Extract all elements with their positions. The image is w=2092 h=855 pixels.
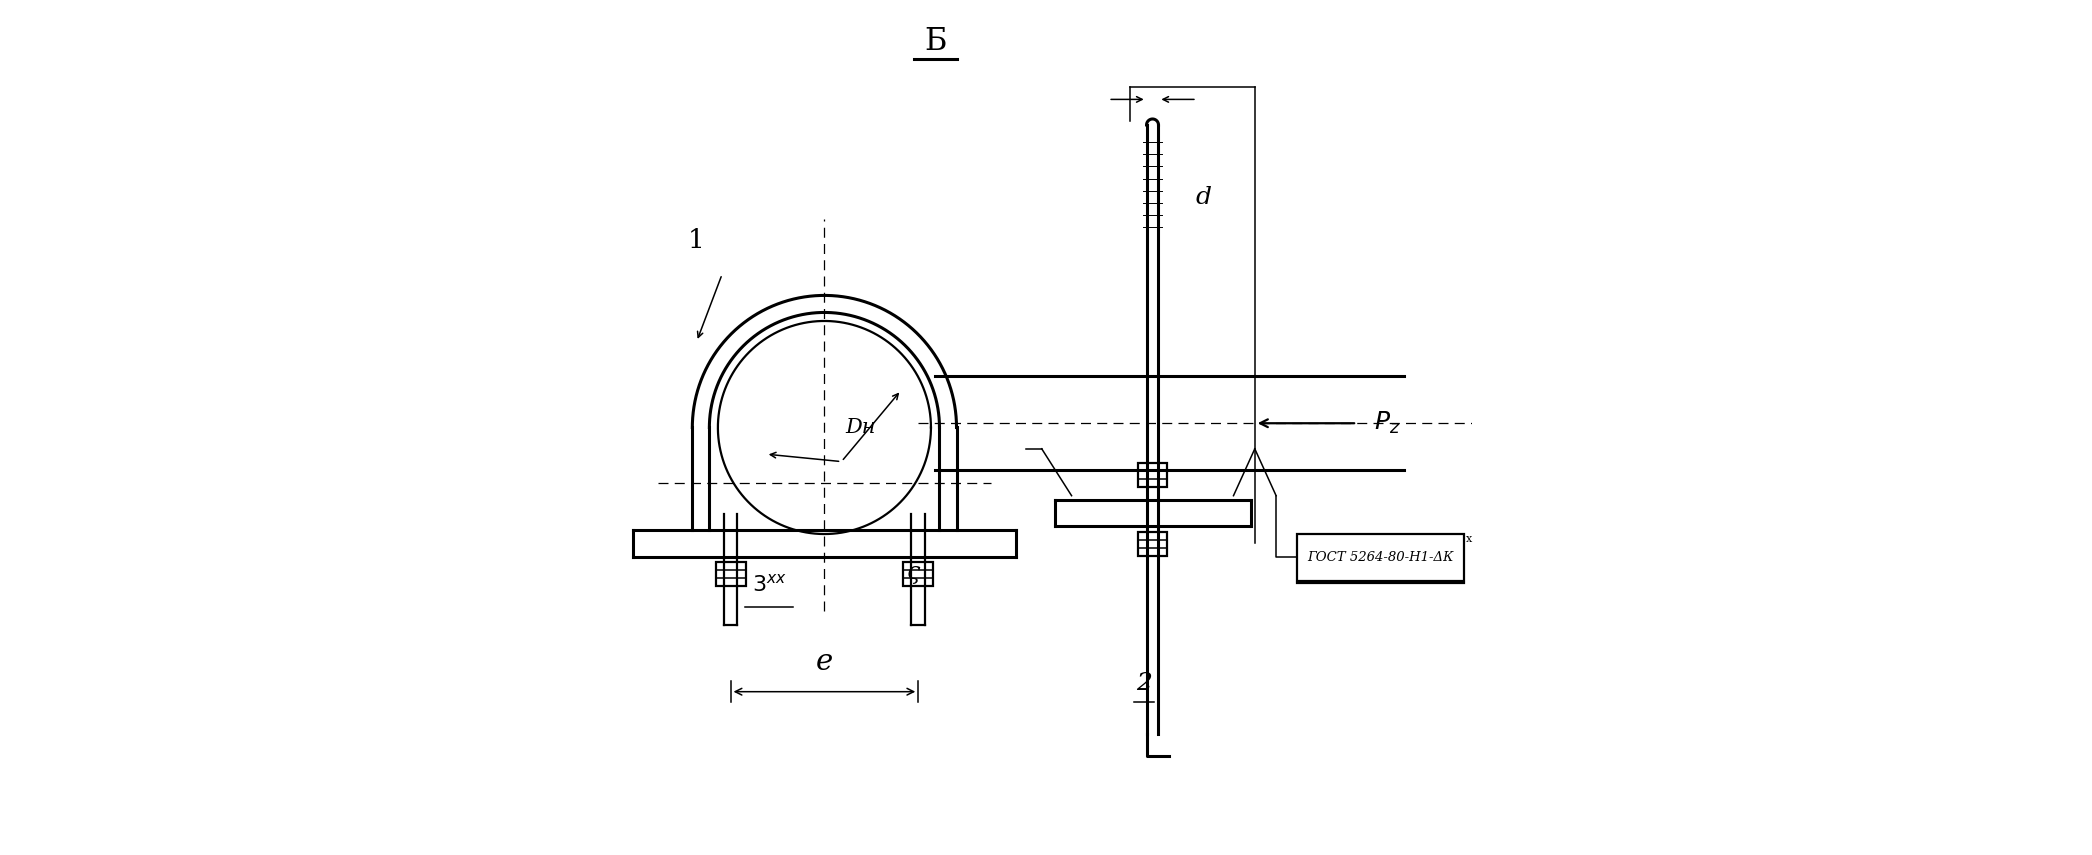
Bar [1138,463,1167,487]
Bar [1297,534,1464,581]
Text: $3^{xx}$: $3^{xx}$ [751,575,787,596]
Text: Dн: Dн [845,418,877,437]
Text: $P_z$: $P_z$ [1374,410,1402,436]
Text: e: e [816,648,833,675]
Text: 2: 2 [1136,672,1153,694]
Text: 1: 1 [688,227,705,252]
Text: Б: Б [925,26,946,56]
Bar [904,562,933,586]
Text: x: x [1466,534,1473,544]
Bar [1138,533,1167,557]
Text: ГОСТ 5264-80-Н1-ΔК: ГОСТ 5264-80-Н1-ΔК [1308,551,1454,564]
Text: ς: ς [908,561,920,584]
Text: d: d [1197,186,1211,209]
Bar [715,562,745,586]
